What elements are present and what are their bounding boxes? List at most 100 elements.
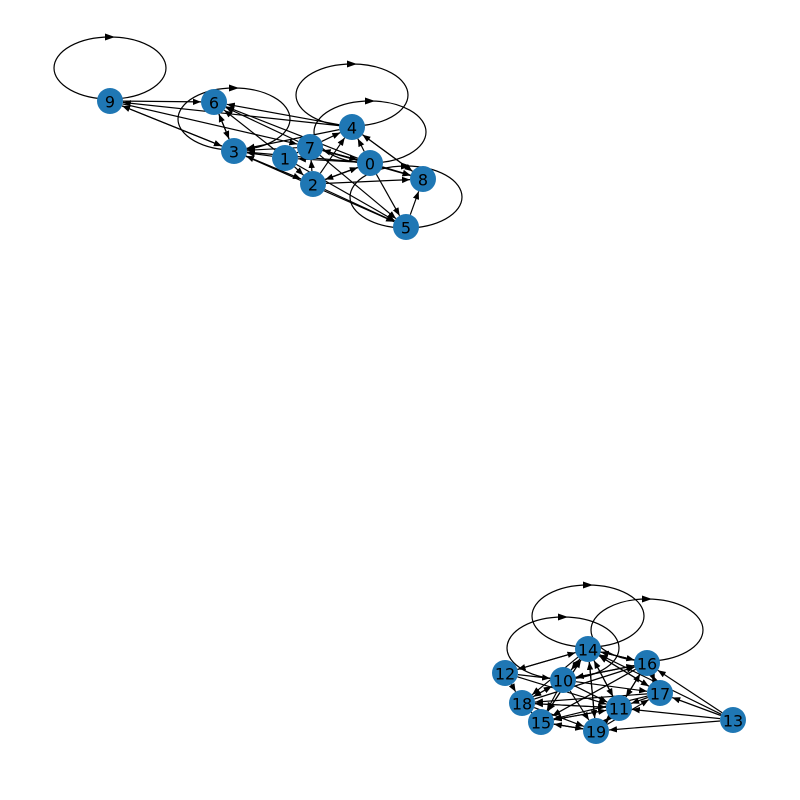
edge-12-10 xyxy=(517,674,551,681)
self-loops-layer xyxy=(53,33,704,680)
node-12: 12 xyxy=(492,660,518,686)
node-3: 3 xyxy=(221,138,247,164)
node-circle-8 xyxy=(410,166,436,192)
self-loop-arrow-14 xyxy=(583,581,593,589)
node-label-16: 16 xyxy=(637,655,657,674)
node-label-2: 2 xyxy=(308,176,318,195)
node-label-6: 6 xyxy=(209,94,219,113)
node-label-8: 8 xyxy=(418,171,428,190)
self-loop-arrow-3 xyxy=(229,84,239,92)
node-circle-1 xyxy=(272,145,298,171)
node-label-0: 0 xyxy=(365,155,375,174)
node-15: 15 xyxy=(528,709,554,735)
self-loop-arrow-0 xyxy=(365,97,375,105)
edge-10-17 xyxy=(575,681,648,694)
node-circle-14 xyxy=(575,636,601,662)
node-label-13: 13 xyxy=(723,712,743,731)
edge-16-10 xyxy=(575,665,635,679)
node-circle-13 xyxy=(720,707,746,733)
edge-4-8 xyxy=(362,134,413,172)
node-11: 11 xyxy=(606,695,632,721)
self-loop-arrow-4 xyxy=(347,60,357,68)
node-8: 8 xyxy=(410,166,436,192)
edge-15-11 xyxy=(553,708,607,721)
edge-6-3 xyxy=(218,113,230,140)
edge-1-7 xyxy=(289,151,299,159)
node-17: 17 xyxy=(647,680,673,706)
edge-18-10 xyxy=(533,685,552,698)
edge-4-6 xyxy=(226,102,340,126)
node-circle-9 xyxy=(97,88,123,114)
node-circle-12 xyxy=(492,660,518,686)
node-5: 5 xyxy=(393,214,419,240)
edge-16-14 xyxy=(600,650,635,661)
edge-11-16 xyxy=(625,673,641,698)
edge-2-7 xyxy=(308,159,315,172)
node-circle-7 xyxy=(297,134,323,160)
edge-17-18 xyxy=(534,693,648,705)
edge-0-5 xyxy=(375,174,401,216)
node-14: 14 xyxy=(575,636,601,662)
node-circle-17 xyxy=(647,680,673,706)
edge-7-4 xyxy=(321,132,341,142)
edge-12-18 xyxy=(508,683,517,692)
node-circle-15 xyxy=(528,709,554,735)
node-16: 16 xyxy=(634,650,660,676)
self-loop-arrow-9 xyxy=(105,33,115,41)
edge-17-16 xyxy=(651,674,659,684)
edge-1-6 xyxy=(223,109,276,151)
node-9: 9 xyxy=(97,88,123,114)
node-label-1: 1 xyxy=(280,150,290,169)
node-circle-16 xyxy=(634,650,660,676)
edge-17-11 xyxy=(630,696,649,705)
edge-16-15 xyxy=(552,668,636,717)
edge-19-14 xyxy=(586,661,596,719)
edge-1-2 xyxy=(294,166,304,176)
edge-2-8 xyxy=(325,176,411,184)
node-19: 19 xyxy=(583,718,609,744)
node-label-9: 9 xyxy=(105,93,115,112)
edge-18-11 xyxy=(534,703,607,711)
edge-18-16 xyxy=(534,666,635,700)
edge-19-15 xyxy=(553,722,584,730)
edge-0-4 xyxy=(357,138,365,152)
node-6: 6 xyxy=(201,89,227,115)
edge-9-6 xyxy=(122,98,202,106)
edge-7-6 xyxy=(225,106,299,143)
edge-13-19 xyxy=(608,720,721,733)
node-circle-19 xyxy=(583,718,609,744)
node-label-10: 10 xyxy=(553,672,573,691)
node-7: 7 xyxy=(297,134,323,160)
edge-2-4 xyxy=(319,137,346,174)
node-1: 1 xyxy=(272,145,298,171)
node-4: 4 xyxy=(339,114,365,140)
node-circle-10 xyxy=(550,667,576,693)
edge-13-16 xyxy=(657,669,723,714)
self-loop-arrow-16 xyxy=(642,595,652,603)
edge-19-11 xyxy=(601,716,611,726)
node-label-11: 11 xyxy=(609,700,629,719)
node-circle-2 xyxy=(300,171,326,197)
node-circle-0 xyxy=(357,150,383,176)
node-circle-11 xyxy=(606,695,632,721)
edge-5-8 xyxy=(409,191,420,215)
node-label-7: 7 xyxy=(305,139,315,158)
node-label-12: 12 xyxy=(495,665,515,684)
node-0: 0 xyxy=(357,150,383,176)
edge-13-11 xyxy=(631,707,721,720)
edge-3-9 xyxy=(121,105,223,147)
node-circle-5 xyxy=(393,214,419,240)
self-loop-arrow-10 xyxy=(558,613,568,621)
edge-11-14 xyxy=(593,660,614,697)
node-2: 2 xyxy=(300,171,326,197)
edge-13-17 xyxy=(671,696,722,717)
node-18: 18 xyxy=(509,690,535,716)
node-label-18: 18 xyxy=(512,695,532,714)
node-circle-3 xyxy=(221,138,247,164)
node-label-19: 19 xyxy=(586,723,606,742)
node-circle-18 xyxy=(509,690,535,716)
node-circle-4 xyxy=(339,114,365,140)
node-label-5: 5 xyxy=(401,219,411,238)
